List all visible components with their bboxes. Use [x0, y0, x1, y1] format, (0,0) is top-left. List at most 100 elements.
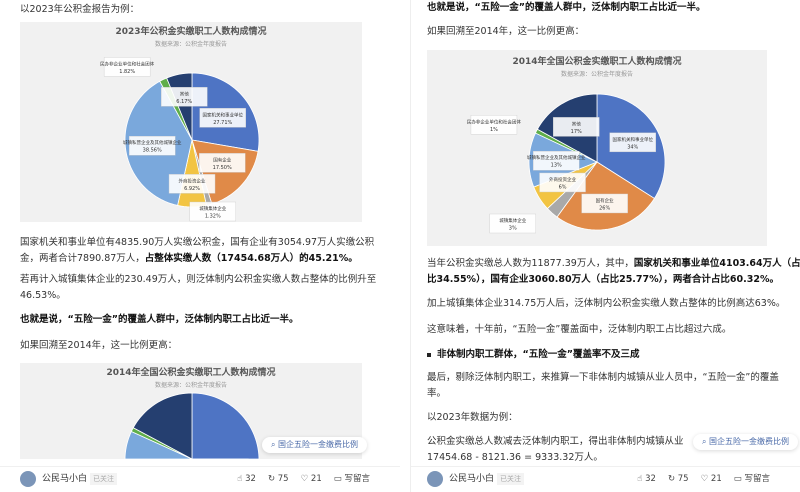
favorite-count: 21	[710, 474, 722, 484]
paragraph: 以2023年数据为例：	[427, 412, 518, 423]
left-article-panel[interactable]: 以2023年公积金报告为例： 2023年公积金实缴职工人数构成情况 数据来源：公积…	[0, 0, 400, 492]
slice-label-value: 3%	[509, 226, 517, 232]
slice-label-name: 外商投资企业	[179, 177, 206, 184]
search-icon: ⌕	[702, 437, 710, 446]
like-button[interactable]: ☝ 32	[237, 473, 256, 485]
slice-label-value: 17.50%	[213, 165, 232, 171]
comment-button[interactable]: ▭ 写留言	[334, 473, 370, 485]
follow-badge[interactable]: 已关注	[497, 473, 524, 485]
slice-label-name: 城镇私营企业及其他城镇企业	[527, 154, 586, 161]
search-chip-label: 国企五险一金缴费比例	[709, 437, 790, 446]
slice-label-box	[609, 132, 656, 153]
paragraph: 金，两者合计7890.87万人，占整体实缴人数（17454.68万人）的45.2…	[20, 251, 358, 267]
slice-label-value: 17%	[571, 129, 582, 135]
slice-label-name: 城镇集体企业	[499, 217, 526, 224]
share-count: 75	[277, 474, 289, 484]
avatar[interactable]	[20, 471, 36, 487]
paragraph: 这意味着，十年前，“五险一金”覆盖面中，泛体制内职工占比超过六成。	[427, 324, 732, 335]
slice-label-value: 26%	[599, 205, 610, 211]
share-icon: ↻	[667, 474, 678, 484]
slice-label-box	[189, 201, 236, 222]
chart-subtitle: 数据来源：公积金年度报告	[561, 70, 633, 78]
search-suggestion-chip[interactable]: ⌕ 国企五险一金缴费比例	[693, 434, 799, 450]
text: 金，两者合计7890.87万人，	[20, 253, 145, 264]
slice-label-name: 城镇集体企业	[199, 205, 226, 212]
slice-label-box	[103, 57, 151, 77]
favorite-button[interactable]: ♡ 21	[701, 473, 722, 485]
pie-slice	[191, 392, 260, 459]
comment-label: 写留言	[744, 474, 770, 484]
slice-label: 其他 17%	[553, 117, 600, 137]
slice-label-box	[199, 108, 246, 128]
chart-title: 2014年全国公积金实缴职工人数构成情况	[106, 366, 275, 378]
slice-label: 民办非企业单位和社会团体 1%	[467, 115, 521, 135]
slice-label-box	[129, 136, 176, 156]
thumb-up-icon: ☝	[637, 474, 646, 484]
slice-label-value: 1.82%	[119, 69, 135, 75]
bullet-icon	[427, 352, 431, 357]
paragraph: 如果回溯至2014年，这一比例更高：	[20, 340, 178, 351]
slice-label: 外商投资企业 6.92%	[168, 174, 216, 194]
favorite-button[interactable]: ♡ 21	[301, 473, 322, 485]
slice-label: 民办非企业单位和社会团体 1.82%	[100, 57, 155, 77]
slice-label-value: 38.56%	[143, 148, 162, 154]
slice-label-value: 13%	[551, 163, 562, 169]
follow-badge[interactable]: 已关注	[90, 473, 117, 485]
like-button[interactable]: ☝ 32	[637, 473, 656, 485]
pie-chart-2023: 2023年公积金实缴职工人数构成情况 数据来源：公积金年度报告 国家机关和事业单位 2…	[20, 22, 362, 222]
paragraph: 公积金实缴总人数减去泛体制内职工，得出非体制内城镇从业	[427, 436, 684, 447]
text: 当年公积金实缴总人数为11877.39万人，其中，	[427, 258, 634, 269]
author-name[interactable]: 公民马小白	[449, 474, 495, 484]
paragraph: 最后，剔除泛体制内职工，来推算一下非体制内城镇从业人员中，“五险一金”的覆盖	[427, 372, 779, 383]
slice-label: 国家机关和事业单位 27.71%	[199, 108, 246, 128]
right-article-panel[interactable]: 也就是说，“五险一金”的覆盖人群中，泛体制内职工占比近一半。 如果回溯至2014…	[410, 0, 800, 492]
slice-label: 城镇私营企业及其他城镇企业 38.56%	[123, 136, 182, 156]
slice-label-box	[161, 87, 208, 107]
share-button[interactable]: ↻ 75	[668, 473, 689, 485]
slice-label-box	[168, 174, 216, 194]
paragraph: 国家机关和事业单位有4835.90万人实缴公积金，国有企业有3054.97万人实…	[20, 237, 375, 248]
share-count: 75	[677, 474, 689, 484]
article-footer: 公民马小白 已关注 ☝ 32 ↻ 75 ♡ 21 ▭ 写留言	[411, 466, 800, 492]
share-icon: ↻	[267, 474, 278, 484]
slice-label-box	[539, 172, 586, 193]
slice-label: 国有企业 17.50%	[199, 153, 246, 173]
comment-label: 写留言	[344, 474, 370, 484]
bold-paragraph: 也就是说，“五险一金”的覆盖人群中，泛体制内职工占比近一半。	[427, 2, 706, 13]
paragraph: 17454.68 - 8121.36 = 9333.32万人。	[427, 452, 603, 463]
bold-paragraph: 比34.55%），国有企业3060.80万人（占比25.77%），两者合计占比6…	[427, 274, 779, 285]
chart-title: 2014年全国公积金实缴职工人数构成情况	[512, 55, 681, 67]
comment-button[interactable]: ▭ 写留言	[734, 473, 770, 485]
slice-label-value: 6.17%	[176, 99, 192, 105]
bold-text: 国家机关和事业单位4103.64万人（占	[633, 258, 800, 269]
slice-label-name: 城镇私营企业及其他城镇企业	[123, 139, 182, 146]
slice-label-name: 民办非企业单位和社会团体	[467, 118, 521, 125]
comment-icon: ▭	[333, 474, 345, 484]
slice-label-value: 1%	[490, 127, 498, 133]
slice-label-box	[199, 153, 246, 173]
author-name[interactable]: 公民马小白	[42, 474, 88, 484]
like-count: 32	[245, 474, 256, 484]
slice-label-value: 1.32%	[205, 214, 221, 220]
paragraph: 若再计入城镇集体企业的230.49万人，则泛体制内公积金实缴人数占整体的比例升至	[20, 274, 377, 285]
search-suggestion-chip[interactable]: ⌕ 国企五险一金缴费比例	[262, 437, 368, 453]
slice-label: 城镇集体企业 3%	[489, 213, 536, 234]
slice-label-name: 其他	[180, 90, 189, 97]
pie-slice	[124, 430, 193, 459]
paragraph: 率。	[427, 388, 447, 399]
slice-label-box	[553, 117, 600, 137]
paragraph: 如果回溯至2014年，这一比例更高：	[427, 26, 585, 37]
comment-icon: ▭	[733, 474, 745, 484]
pie-slice	[132, 392, 193, 459]
pie-chart-2014: 2014年全国公积金实缴职工人数构成情况 数据来源：公积金年度报告 国家机关和事业单…	[427, 50, 767, 246]
share-button[interactable]: ↻ 75	[268, 473, 289, 485]
slice-label: 其他 6.17%	[161, 87, 208, 107]
avatar[interactable]	[427, 471, 443, 487]
slice-label-name: 国家机关和事业单位	[202, 111, 243, 118]
slice-label-name: 国有企业	[213, 156, 231, 163]
slice-label-box	[533, 151, 580, 171]
bold-paragraph: 也就是说，“五险一金”的覆盖人群中，泛体制内职工占比近一半。	[20, 314, 299, 325]
paragraph: 46.53%。	[20, 290, 66, 301]
